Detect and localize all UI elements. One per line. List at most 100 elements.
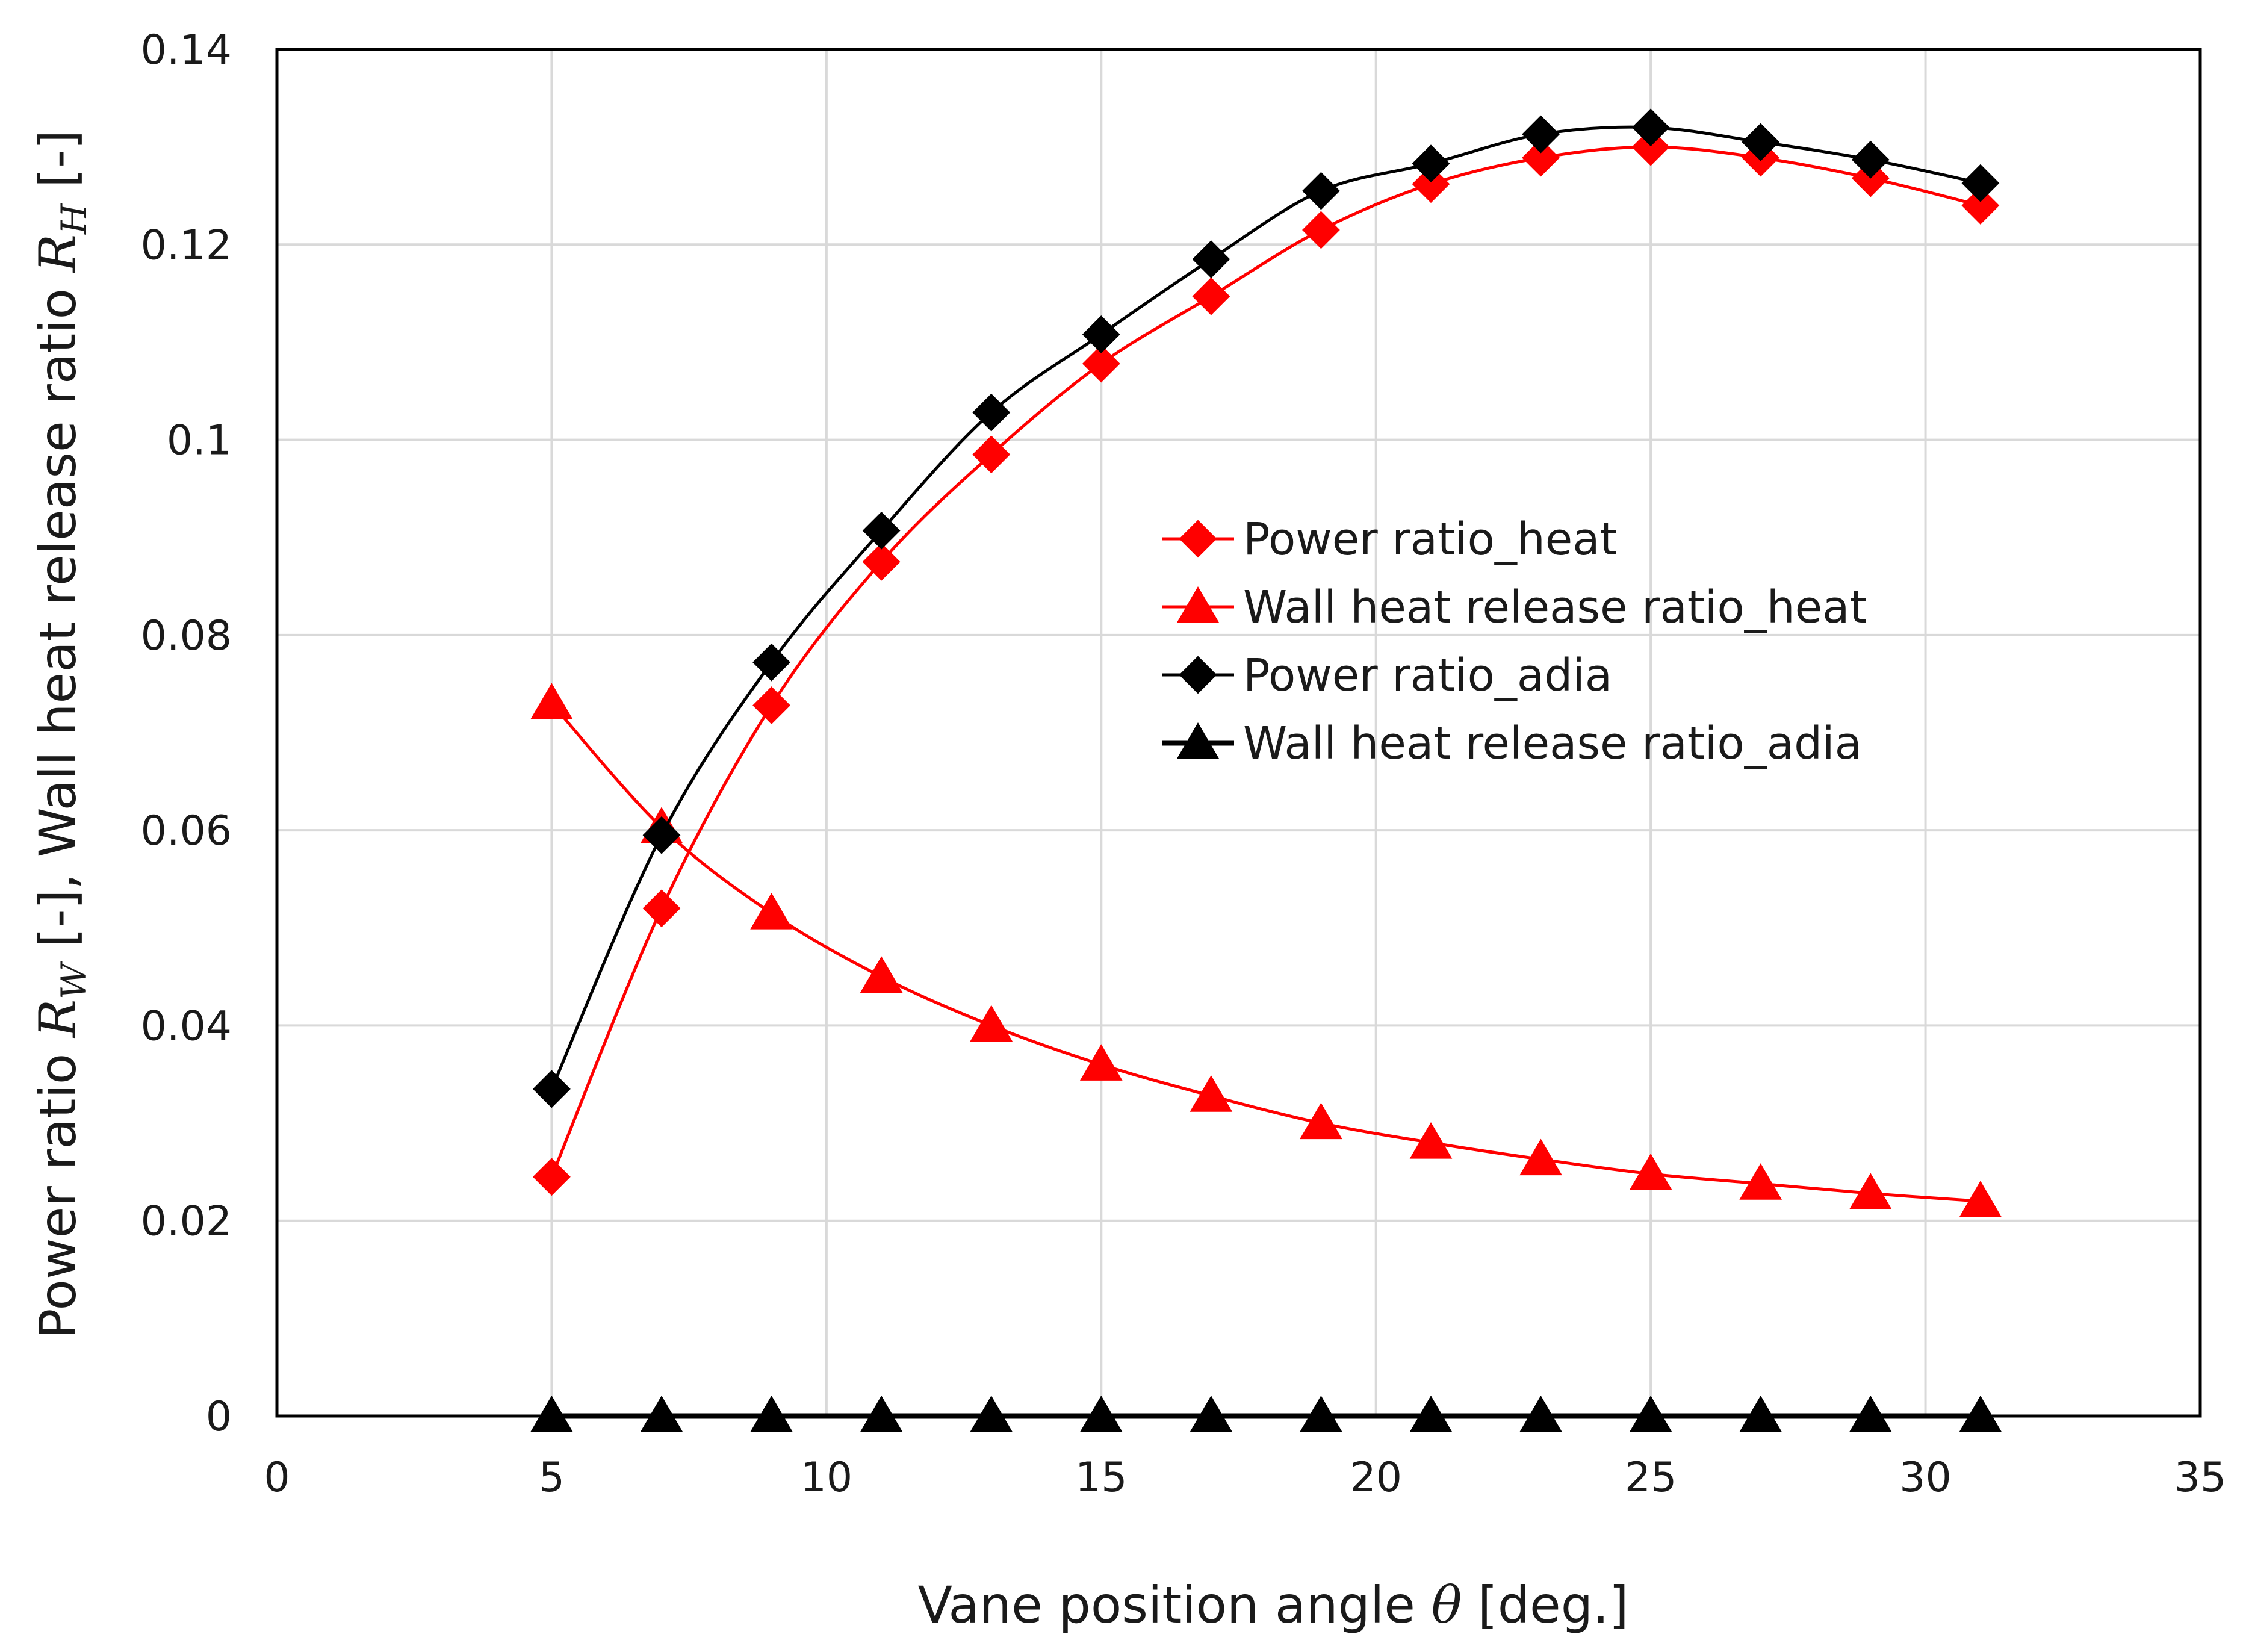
data-point-s2-11 (1742, 123, 1780, 161)
y-tick-label-2: 0.04 (141, 1002, 232, 1050)
x-axis-title: Vane position angle θ [deg.] (917, 1576, 1628, 1635)
data-point-s3-3 (860, 1396, 903, 1432)
y-axis-title-symbol-rw: R (28, 999, 87, 1039)
series-0 (533, 128, 2000, 1196)
y-tick-label-7: 0.14 (141, 26, 232, 74)
data-point-s1-6 (1190, 1075, 1233, 1112)
data-point-s2-9 (1522, 115, 1560, 154)
data-point-s0-2 (752, 686, 790, 725)
data-point-s3-2 (750, 1396, 793, 1432)
data-point-s0-8 (1412, 165, 1450, 203)
y-tick-label-4: 0.08 (141, 612, 232, 660)
data-point-s2-7 (1302, 172, 1340, 210)
data-point-s1-4 (970, 1005, 1013, 1042)
data-point-s2-12 (1851, 140, 1890, 179)
legend-swatch-marker-3 (1176, 722, 1220, 759)
data-point-s2-2 (752, 643, 790, 682)
data-point-s0-10 (1631, 128, 1670, 166)
legend-label-0: Power ratio_heat (1243, 514, 1618, 565)
data-point-s3-9 (1519, 1396, 1562, 1432)
data-point-s3-6 (1190, 1396, 1233, 1432)
y-axis-title-part1: Power ratio (28, 1037, 87, 1339)
legend-entry-1: Wall heat release ratio_heat (1162, 582, 1867, 633)
data-point-s3-1 (640, 1396, 683, 1432)
x-axis-title-suffix: [deg.] (1462, 1576, 1628, 1635)
legend-label-2: Power ratio_adia (1243, 650, 1612, 701)
data-point-s1-9 (1519, 1138, 1562, 1176)
y-axis-title: Power ratio RW [-], Wall heat release ra… (28, 130, 95, 1339)
data-point-s2-5 (1082, 315, 1120, 353)
data-point-s1-3 (860, 956, 903, 993)
tick-labels: 0 5 10 15 20 25 30 35 0 0.02 0.04 0.06 0.08 0.1 0.12 0.… (141, 26, 2227, 1501)
data-point-s0-6 (1192, 277, 1230, 315)
data-point-s1-2 (750, 892, 793, 930)
data-point-s3-4 (970, 1396, 1013, 1432)
series-1 (530, 683, 2002, 1217)
data-point-s1-0 (530, 683, 573, 719)
data-point-s2-0 (533, 1070, 571, 1108)
y-tick-label-1: 0.02 (141, 1198, 232, 1246)
data-point-s0-9 (1522, 138, 1560, 177)
x-tick-label-5: 25 (1625, 1454, 1677, 1501)
data-point-s2-10 (1631, 108, 1670, 147)
legend-entry-2: Power ratio_adia (1162, 650, 1612, 701)
data-point-s2-8 (1412, 144, 1450, 183)
legend-swatch-marker-1 (1176, 586, 1220, 623)
y-tick-label-0: 0 (206, 1393, 232, 1441)
y-axis-title-subscript-w: W (54, 961, 95, 999)
y-tick-label-3: 0.06 (141, 807, 232, 855)
data-point-s2-3 (862, 511, 901, 550)
data-point-s2-1 (642, 816, 681, 854)
legend-entry-0: Power ratio_heat (1162, 514, 1618, 565)
data-point-s2-13 (1961, 164, 2000, 202)
y-axis-title-subscript-h: H (54, 203, 95, 235)
x-tick-label-6: 30 (1899, 1454, 1952, 1501)
data-point-s2-4 (972, 393, 1011, 432)
legend: Power ratio_heat Wall heat release ratio_… (1162, 514, 1867, 769)
data-point-s1-8 (1409, 1122, 1453, 1159)
legend-swatch-marker-2 (1179, 656, 1217, 694)
x-tick-label-4: 20 (1350, 1454, 1402, 1501)
legend-entry-3: Wall heat release ratio_adia (1162, 718, 1862, 769)
data-point-s0-1 (642, 889, 681, 928)
data-point-s3-8 (1409, 1396, 1453, 1432)
x-tick-label-7: 35 (2174, 1454, 2227, 1501)
x-tick-label-3: 15 (1075, 1454, 1128, 1501)
data-point-s0-3 (862, 542, 901, 581)
x-tick-label-0: 0 (264, 1454, 290, 1501)
data-point-s0-0 (533, 1158, 571, 1196)
y-axis-title-part3: [-] (28, 130, 87, 204)
data-point-s1-13 (1959, 1181, 2002, 1217)
data-point-s3-10 (1629, 1396, 1672, 1432)
data-point-s3-0 (530, 1396, 573, 1432)
legend-label-3: Wall heat release ratio_adia (1243, 718, 1862, 769)
y-tick-label-6: 0.12 (141, 222, 232, 269)
data-point-s0-7 (1302, 211, 1340, 249)
data-point-s3-13 (1959, 1396, 2002, 1432)
data-point-s3-12 (1849, 1396, 1892, 1432)
y-tick-label-5: 0.1 (167, 417, 232, 465)
data-point-s3-5 (1079, 1396, 1123, 1432)
data-point-s0-5 (1082, 344, 1120, 383)
x-axis-title-symbol: θ (1432, 1576, 1462, 1635)
x-tick-label-1: 5 (539, 1454, 565, 1501)
x-axis-title-prefix: Vane position angle (917, 1576, 1431, 1635)
data-point-s1-5 (1079, 1044, 1123, 1081)
plot-area-frame (275, 48, 2202, 1418)
data-point-s2-6 (1192, 240, 1230, 279)
data-point-s1-7 (1300, 1102, 1342, 1140)
legend-swatch-marker-0 (1179, 520, 1217, 558)
series-2 (533, 108, 2000, 1108)
data-point-s1-10 (1629, 1153, 1672, 1190)
legend-label-1: Wall heat release ratio_heat (1243, 582, 1867, 633)
data-point-s3-7 (1300, 1396, 1342, 1432)
y-axis-title-symbol-rh: R (28, 234, 87, 273)
y-axis-title-part2: [-], Wall heat release ratio (28, 272, 87, 963)
data-point-s0-13 (1961, 187, 2000, 225)
data-point-s1-11 (1739, 1163, 1782, 1200)
x-tick-label-2: 10 (801, 1454, 853, 1501)
data-point-s0-4 (972, 435, 1011, 474)
data-point-s3-11 (1739, 1396, 1782, 1432)
